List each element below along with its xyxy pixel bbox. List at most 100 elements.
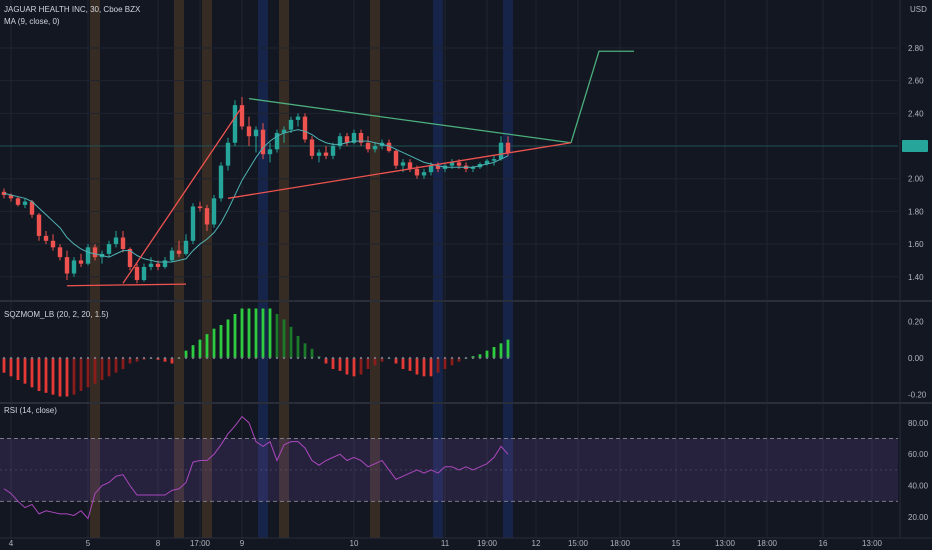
candle-body[interactable] <box>393 150 399 166</box>
price-tick-label: 2.00 <box>908 175 924 184</box>
candle-body[interactable] <box>309 139 315 156</box>
candle-body[interactable] <box>358 132 364 143</box>
candle-body[interactable] <box>162 260 168 267</box>
squeeze-legend: SQZMOM_LB (20, 2, 20, 1.5) <box>4 310 109 319</box>
candle-body[interactable] <box>113 237 119 245</box>
candle-body[interactable] <box>428 165 434 173</box>
candle-body[interactable] <box>183 240 189 254</box>
candle-body[interactable] <box>134 266 140 281</box>
squeeze-dot <box>205 356 209 360</box>
candle-body[interactable] <box>421 172 427 176</box>
candle-body[interactable] <box>316 152 322 156</box>
candle-body[interactable] <box>330 146 336 156</box>
candles[interactable] <box>1 97 511 284</box>
squeeze-bar <box>44 358 48 393</box>
squeeze-dot <box>289 356 293 360</box>
candle-body[interactable] <box>323 152 329 156</box>
candle-body[interactable] <box>386 142 392 151</box>
squeeze-bar <box>254 308 258 358</box>
time-tick-label: 13:00 <box>715 539 736 548</box>
candle-body[interactable] <box>281 129 287 133</box>
candle-body[interactable] <box>407 162 413 169</box>
candle-body[interactable] <box>498 142 504 160</box>
candle-body[interactable] <box>274 132 280 150</box>
squeeze-dot <box>142 356 146 360</box>
squeeze-bar <box>415 358 419 375</box>
time-tick-label: 4 <box>9 539 14 548</box>
candle-body[interactable] <box>365 142 371 150</box>
candle-body[interactable] <box>169 250 175 261</box>
upper-trend-line[interactable] <box>248 97 572 144</box>
candle-body[interactable] <box>372 146 378 150</box>
candle-body[interactable] <box>22 201 28 205</box>
candle-body[interactable] <box>8 195 14 199</box>
candle-body[interactable] <box>470 167 476 169</box>
candle-body[interactable] <box>204 208 210 225</box>
candle-body[interactable] <box>225 142 231 166</box>
candle-body[interactable] <box>400 162 406 166</box>
candle-body[interactable] <box>155 263 161 267</box>
squeeze-dot <box>422 356 426 360</box>
candle-body[interactable] <box>78 260 84 264</box>
candle-body[interactable] <box>50 240 56 248</box>
candle-body[interactable] <box>190 206 196 241</box>
candle-body[interactable] <box>351 132 357 143</box>
squeeze-bar <box>478 354 482 358</box>
candle-body[interactable] <box>148 263 154 267</box>
chart-title: JAGUAR HEALTH INC, 30, Cboe BZX <box>4 5 141 14</box>
candle-body[interactable] <box>414 168 420 176</box>
candle-body[interactable] <box>64 257 70 274</box>
candle-body[interactable] <box>106 244 112 254</box>
price-tick-label: 2.60 <box>908 77 924 86</box>
candle-body[interactable] <box>127 248 133 267</box>
candle-body[interactable] <box>71 260 77 274</box>
flag-pole-line[interactable] <box>122 106 243 284</box>
candle-body[interactable] <box>29 201 35 215</box>
time-tick-label: 19:00 <box>477 539 498 548</box>
projection-line[interactable] <box>570 50 634 143</box>
candle-body[interactable] <box>246 126 252 137</box>
candle-body[interactable] <box>253 129 259 137</box>
time-tick-label: 10 <box>350 539 359 548</box>
candle-body[interactable] <box>176 250 182 254</box>
candle-body[interactable] <box>120 237 126 249</box>
candle-body[interactable] <box>92 247 98 258</box>
squeeze-bar <box>107 358 111 377</box>
time-tick-label: 12 <box>532 539 541 548</box>
candle-body[interactable] <box>344 136 350 143</box>
candle-body[interactable] <box>15 198 21 205</box>
candle-body[interactable] <box>302 116 308 140</box>
squeeze-dot <box>317 356 321 360</box>
candle-body[interactable] <box>267 149 273 155</box>
candle-body[interactable] <box>218 165 224 199</box>
lower-trend-line[interactable] <box>227 142 572 199</box>
candle-body[interactable] <box>295 116 301 120</box>
candle-body[interactable] <box>260 129 266 155</box>
candle-body[interactable] <box>505 142 511 153</box>
candle-body[interactable] <box>36 214 42 236</box>
candle-body[interactable] <box>197 206 203 209</box>
candle-body[interactable] <box>491 159 497 161</box>
candle-body[interactable] <box>484 160 490 164</box>
squeeze-dot <box>128 356 132 360</box>
trend-drawings[interactable] <box>66 50 634 287</box>
candle-body[interactable] <box>435 165 441 169</box>
squeeze-bar <box>51 358 55 395</box>
candle-body[interactable] <box>456 162 462 166</box>
candle-body[interactable] <box>337 136 343 147</box>
ma-line <box>3 129 509 263</box>
candle-body[interactable] <box>43 235 49 241</box>
candle-body[interactable] <box>57 247 63 258</box>
squeeze-bar <box>338 358 342 371</box>
candle-body[interactable] <box>449 162 455 166</box>
squeeze-bar <box>135 358 139 362</box>
candle-body[interactable] <box>232 105 238 143</box>
candle-body[interactable] <box>239 105 245 127</box>
squeeze-dot <box>366 356 370 360</box>
candle-body[interactable] <box>141 266 147 281</box>
support-line[interactable] <box>66 283 187 287</box>
candle-body[interactable] <box>288 119 294 130</box>
candle-body[interactable] <box>85 247 91 264</box>
candle-body[interactable] <box>211 198 217 225</box>
